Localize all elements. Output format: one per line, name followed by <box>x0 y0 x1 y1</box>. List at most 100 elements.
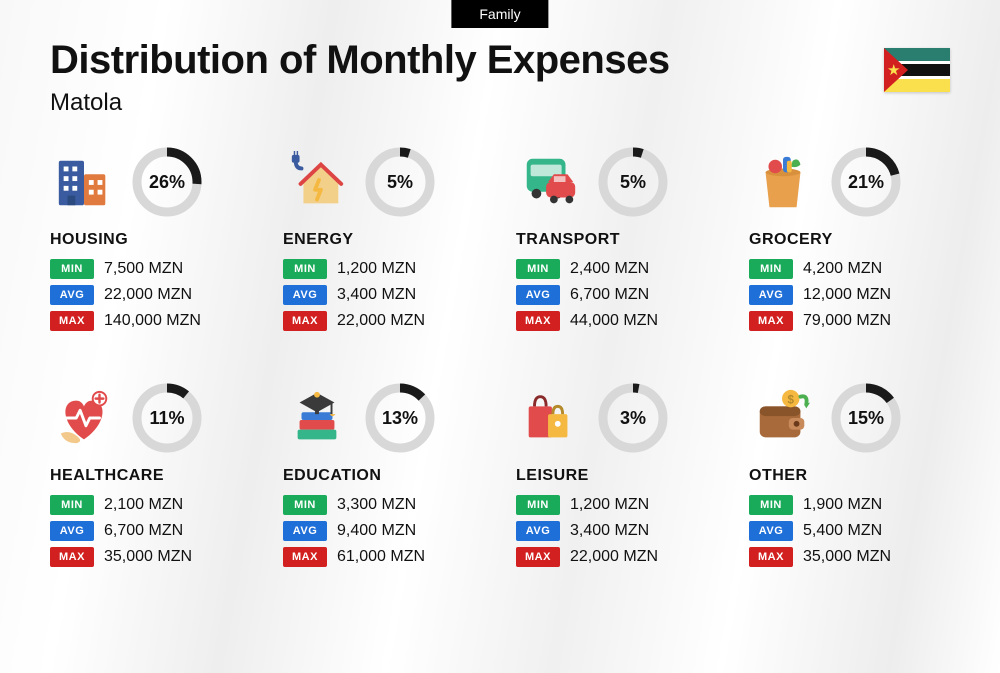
pct-label: 5% <box>365 147 435 217</box>
min-badge: MIN <box>50 259 94 279</box>
max-value: 79,000 MZN <box>803 312 891 330</box>
stat-avg: AVG 3,400 MZN <box>283 285 484 305</box>
stat-max: MAX 22,000 MZN <box>516 547 717 567</box>
category-name: HEALTHCARE <box>50 467 251 485</box>
avg-badge: AVG <box>283 521 327 541</box>
category-name: LEISURE <box>516 467 717 485</box>
min-badge: MIN <box>283 495 327 515</box>
stat-avg: AVG 5,400 MZN <box>749 521 950 541</box>
category-energy: 5% ENERGY MIN 1,200 MZN AVG 3,400 MZN MA… <box>283 147 484 337</box>
min-badge: MIN <box>283 259 327 279</box>
avg-badge: AVG <box>516 521 560 541</box>
page-subtitle: Matola <box>50 89 670 117</box>
pct-label: 3% <box>598 383 668 453</box>
category-name: HOUSING <box>50 231 251 249</box>
category-healthcare: 11% HEALTHCARE MIN 2,100 MZN AVG 6,700 M… <box>50 383 251 573</box>
category-name: EDUCATION <box>283 467 484 485</box>
stat-max: MAX 61,000 MZN <box>283 547 484 567</box>
donut-chart: 11% <box>132 383 202 453</box>
donut-chart: 15% <box>831 383 901 453</box>
avg-value: 6,700 MZN <box>570 286 649 304</box>
bus-car-icon <box>516 148 584 216</box>
donut-chart: 13% <box>365 383 435 453</box>
min-badge: MIN <box>50 495 94 515</box>
avg-value: 6,700 MZN <box>104 522 183 540</box>
max-badge: MAX <box>283 547 327 567</box>
category-top: $ 15% <box>749 383 950 453</box>
category-top: 5% <box>516 147 717 217</box>
stat-min: MIN 1,900 MZN <box>749 495 950 515</box>
min-value: 4,200 MZN <box>803 260 882 278</box>
stat-min: MIN 2,400 MZN <box>516 259 717 279</box>
avg-badge: AVG <box>50 285 94 305</box>
min-value: 3,300 MZN <box>337 496 416 514</box>
stat-max: MAX 44,000 MZN <box>516 311 717 331</box>
page-title: Distribution of Monthly Expenses <box>50 38 670 83</box>
category-top: 26% <box>50 147 251 217</box>
min-value: 1,200 MZN <box>337 260 416 278</box>
stat-min: MIN 1,200 MZN <box>516 495 717 515</box>
stat-avg: AVG 6,700 MZN <box>516 285 717 305</box>
stat-max: MAX 140,000 MZN <box>50 311 251 331</box>
pct-label: 5% <box>598 147 668 217</box>
category-top: 13% <box>283 383 484 453</box>
max-badge: MAX <box>516 311 560 331</box>
avg-value: 22,000 MZN <box>104 286 192 304</box>
stat-min: MIN 1,200 MZN <box>283 259 484 279</box>
category-name: OTHER <box>749 467 950 485</box>
stat-min: MIN 2,100 MZN <box>50 495 251 515</box>
max-value: 35,000 MZN <box>803 548 891 566</box>
donut-chart: 21% <box>831 147 901 217</box>
min-badge: MIN <box>516 259 560 279</box>
stat-avg: AVG 6,700 MZN <box>50 521 251 541</box>
category-leisure: 3% LEISURE MIN 1,200 MZN AVG 3,400 MZN M… <box>516 383 717 573</box>
max-badge: MAX <box>283 311 327 331</box>
max-badge: MAX <box>50 311 94 331</box>
avg-badge: AVG <box>516 285 560 305</box>
max-value: 35,000 MZN <box>104 548 192 566</box>
pct-label: 26% <box>132 147 202 217</box>
pct-label: 21% <box>831 147 901 217</box>
category-top: 21% <box>749 147 950 217</box>
min-badge: MIN <box>749 259 793 279</box>
avg-value: 3,400 MZN <box>570 522 649 540</box>
max-badge: MAX <box>749 547 793 567</box>
stat-min: MIN 3,300 MZN <box>283 495 484 515</box>
avg-badge: AVG <box>749 521 793 541</box>
min-badge: MIN <box>749 495 793 515</box>
flag-star-icon: ★ <box>887 61 900 79</box>
energy-house-icon <box>283 148 351 216</box>
avg-value: 3,400 MZN <box>337 286 416 304</box>
category-housing: 26% HOUSING MIN 7,500 MZN AVG 22,000 MZN… <box>50 147 251 337</box>
stat-max: MAX 35,000 MZN <box>749 547 950 567</box>
avg-badge: AVG <box>283 285 327 305</box>
pct-label: 11% <box>132 383 202 453</box>
stat-avg: AVG 22,000 MZN <box>50 285 251 305</box>
grocery-bag-icon <box>749 148 817 216</box>
category-top: 3% <box>516 383 717 453</box>
flag-icon: ★ <box>884 48 950 92</box>
category-grocery: 21% GROCERY MIN 4,200 MZN AVG 12,000 MZN… <box>749 147 950 337</box>
education-icon <box>283 384 351 452</box>
donut-chart: 5% <box>598 147 668 217</box>
stat-avg: AVG 9,400 MZN <box>283 521 484 541</box>
max-badge: MAX <box>749 311 793 331</box>
stat-max: MAX 22,000 MZN <box>283 311 484 331</box>
shopping-bags-icon <box>516 384 584 452</box>
stat-max: MAX 79,000 MZN <box>749 311 950 331</box>
category-tag: Family <box>451 0 548 28</box>
max-value: 140,000 MZN <box>104 312 201 330</box>
pct-label: 15% <box>831 383 901 453</box>
buildings-icon <box>50 148 118 216</box>
svg-text:$: $ <box>788 393 795 406</box>
max-value: 44,000 MZN <box>570 312 658 330</box>
min-value: 2,400 MZN <box>570 260 649 278</box>
donut-chart: 3% <box>598 383 668 453</box>
categories-grid: 26% HOUSING MIN 7,500 MZN AVG 22,000 MZN… <box>50 147 950 573</box>
donut-chart: 5% <box>365 147 435 217</box>
max-badge: MAX <box>516 547 560 567</box>
category-name: GROCERY <box>749 231 950 249</box>
avg-value: 9,400 MZN <box>337 522 416 540</box>
healthcare-icon <box>50 384 118 452</box>
min-value: 2,100 MZN <box>104 496 183 514</box>
